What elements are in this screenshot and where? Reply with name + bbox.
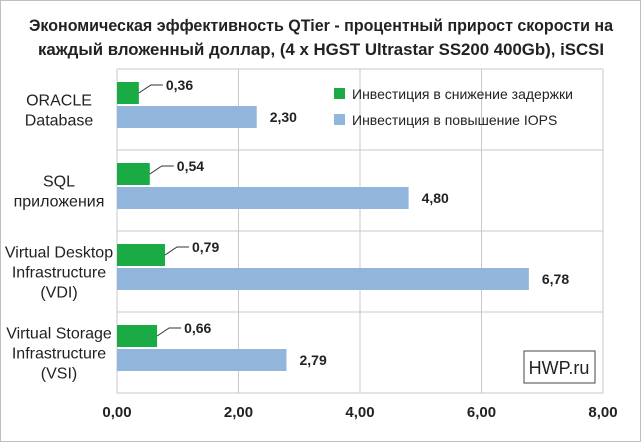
- category-label: ORACLE: [26, 93, 92, 110]
- category-label: (VSI): [41, 366, 77, 383]
- iops-bar: [117, 106, 257, 128]
- category-label: Virtual Desktop: [5, 245, 113, 262]
- x-tick-label: 0,00: [102, 404, 131, 421]
- latency-leader-line: [156, 327, 182, 337]
- latency-leader-line: [164, 246, 189, 256]
- category-label: SQL: [43, 174, 75, 191]
- category-label: (VDI): [40, 285, 77, 302]
- data-labels: 0,36 2,30 0,54 4,80 0,79 6,78 0,66 2,79: [138, 77, 569, 368]
- latency-bar: [117, 163, 150, 185]
- latency-leader-line: [138, 84, 163, 94]
- category-label: Virtual Storage: [6, 326, 112, 343]
- latency-bar: [117, 82, 139, 104]
- watermark-box: [523, 350, 596, 384]
- iops-value-label: 2,30: [270, 109, 297, 125]
- latency-value-label: 0,54: [177, 158, 204, 174]
- category-label: Database: [25, 113, 94, 130]
- chart-title-line: каждый вложенный доллар, (4 x HGST Ultra…: [38, 40, 604, 59]
- latency-value-label: 0,36: [166, 77, 193, 93]
- x-tick-label: 4,00: [345, 404, 374, 421]
- chart-title-line: Экономическая эффективность QTier - проц…: [29, 16, 614, 35]
- legend-swatch-iops: [334, 114, 345, 125]
- chart-title: Экономическая эффективность QTier - проц…: [29, 16, 614, 59]
- iops-bar: [117, 187, 409, 209]
- iops-value-label: 4,80: [422, 190, 449, 206]
- category-label: Infrastructure: [12, 265, 106, 282]
- x-tick-label: 8,00: [588, 404, 617, 421]
- latency-bar: [117, 325, 158, 347]
- category-label: Infrastructure: [12, 346, 106, 363]
- latency-value-label: 0,79: [192, 239, 219, 255]
- watermark-text: HWP.ru: [529, 358, 590, 378]
- category-label: приложения: [14, 194, 105, 211]
- x-tick-label: 2,00: [224, 404, 253, 421]
- legend: Инвестиция в снижение задержки Инвестиция…: [334, 86, 573, 128]
- legend-label-latency: Инвестиция в снижение задержки: [352, 86, 573, 102]
- latency-value-label: 0,66: [184, 320, 211, 336]
- iops-bar: [117, 349, 287, 371]
- iops-value-label: 2,79: [299, 352, 326, 368]
- legend-label-iops: Инвестиция в повышение IOPS: [352, 112, 557, 128]
- x-tick-label: 6,00: [467, 404, 496, 421]
- bars: [117, 82, 529, 371]
- latency-leader-line: [149, 165, 174, 175]
- iops-bar: [117, 268, 529, 290]
- x-axis-tick-labels: 0,00 2,00 4,00 6,00 8,00: [102, 404, 617, 421]
- category-labels: ORACLE Database SQL приложения Virtual Deskt…: [5, 93, 113, 383]
- iops-value-label: 6,78: [542, 271, 569, 287]
- legend-swatch-latency: [334, 88, 345, 99]
- watermark: HWP.ru: [523, 350, 596, 384]
- latency-bar: [117, 244, 165, 266]
